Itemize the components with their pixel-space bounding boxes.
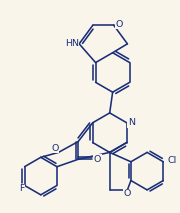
Text: HN: HN [65,39,79,48]
Text: O: O [51,144,59,153]
Text: O: O [94,155,101,164]
Text: O: O [116,20,123,29]
Text: N: N [128,118,135,127]
Text: O: O [124,189,131,198]
Text: F: F [19,184,25,193]
Text: Cl: Cl [168,156,177,165]
